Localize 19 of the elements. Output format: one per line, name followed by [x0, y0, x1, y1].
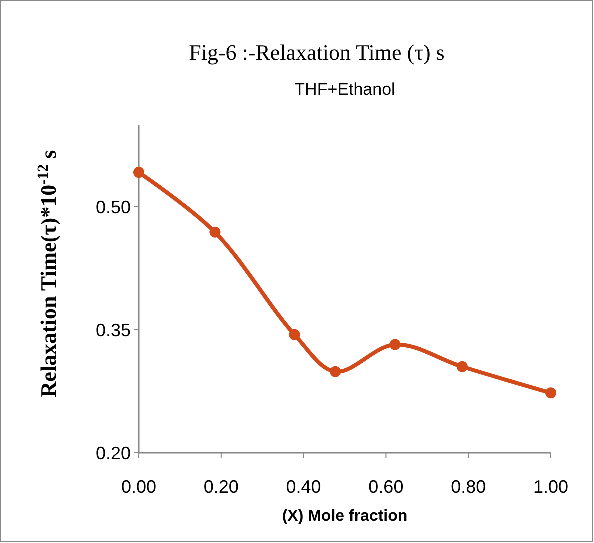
x-tick-label: 0.60 — [368, 477, 404, 497]
point — [390, 339, 401, 350]
x-tick-label: 0.80 — [451, 477, 486, 497]
y-tick-label: 0.20 — [96, 443, 131, 464]
y-tick-label: 0.35 — [96, 320, 131, 340]
point — [289, 329, 300, 340]
point — [546, 388, 556, 399]
x-tick-label: 0.40 — [286, 477, 322, 497]
x-tick-label: 0.00 — [121, 477, 157, 497]
chart-subtitle: THF+Ethanol — [294, 80, 396, 99]
point — [456, 361, 468, 372]
x-axis-title: (X) Mole fraction — [282, 508, 408, 525]
chart-title: Fig-6 :-Relaxation Time (τ) s — [189, 40, 445, 65]
x-tick-label: 0.20 — [204, 477, 239, 497]
y-tick-label: 0.50 — [96, 197, 131, 218]
point — [210, 226, 221, 238]
point — [330, 366, 342, 378]
point — [134, 167, 144, 178]
x-tick-label: 1.00 — [533, 477, 569, 497]
